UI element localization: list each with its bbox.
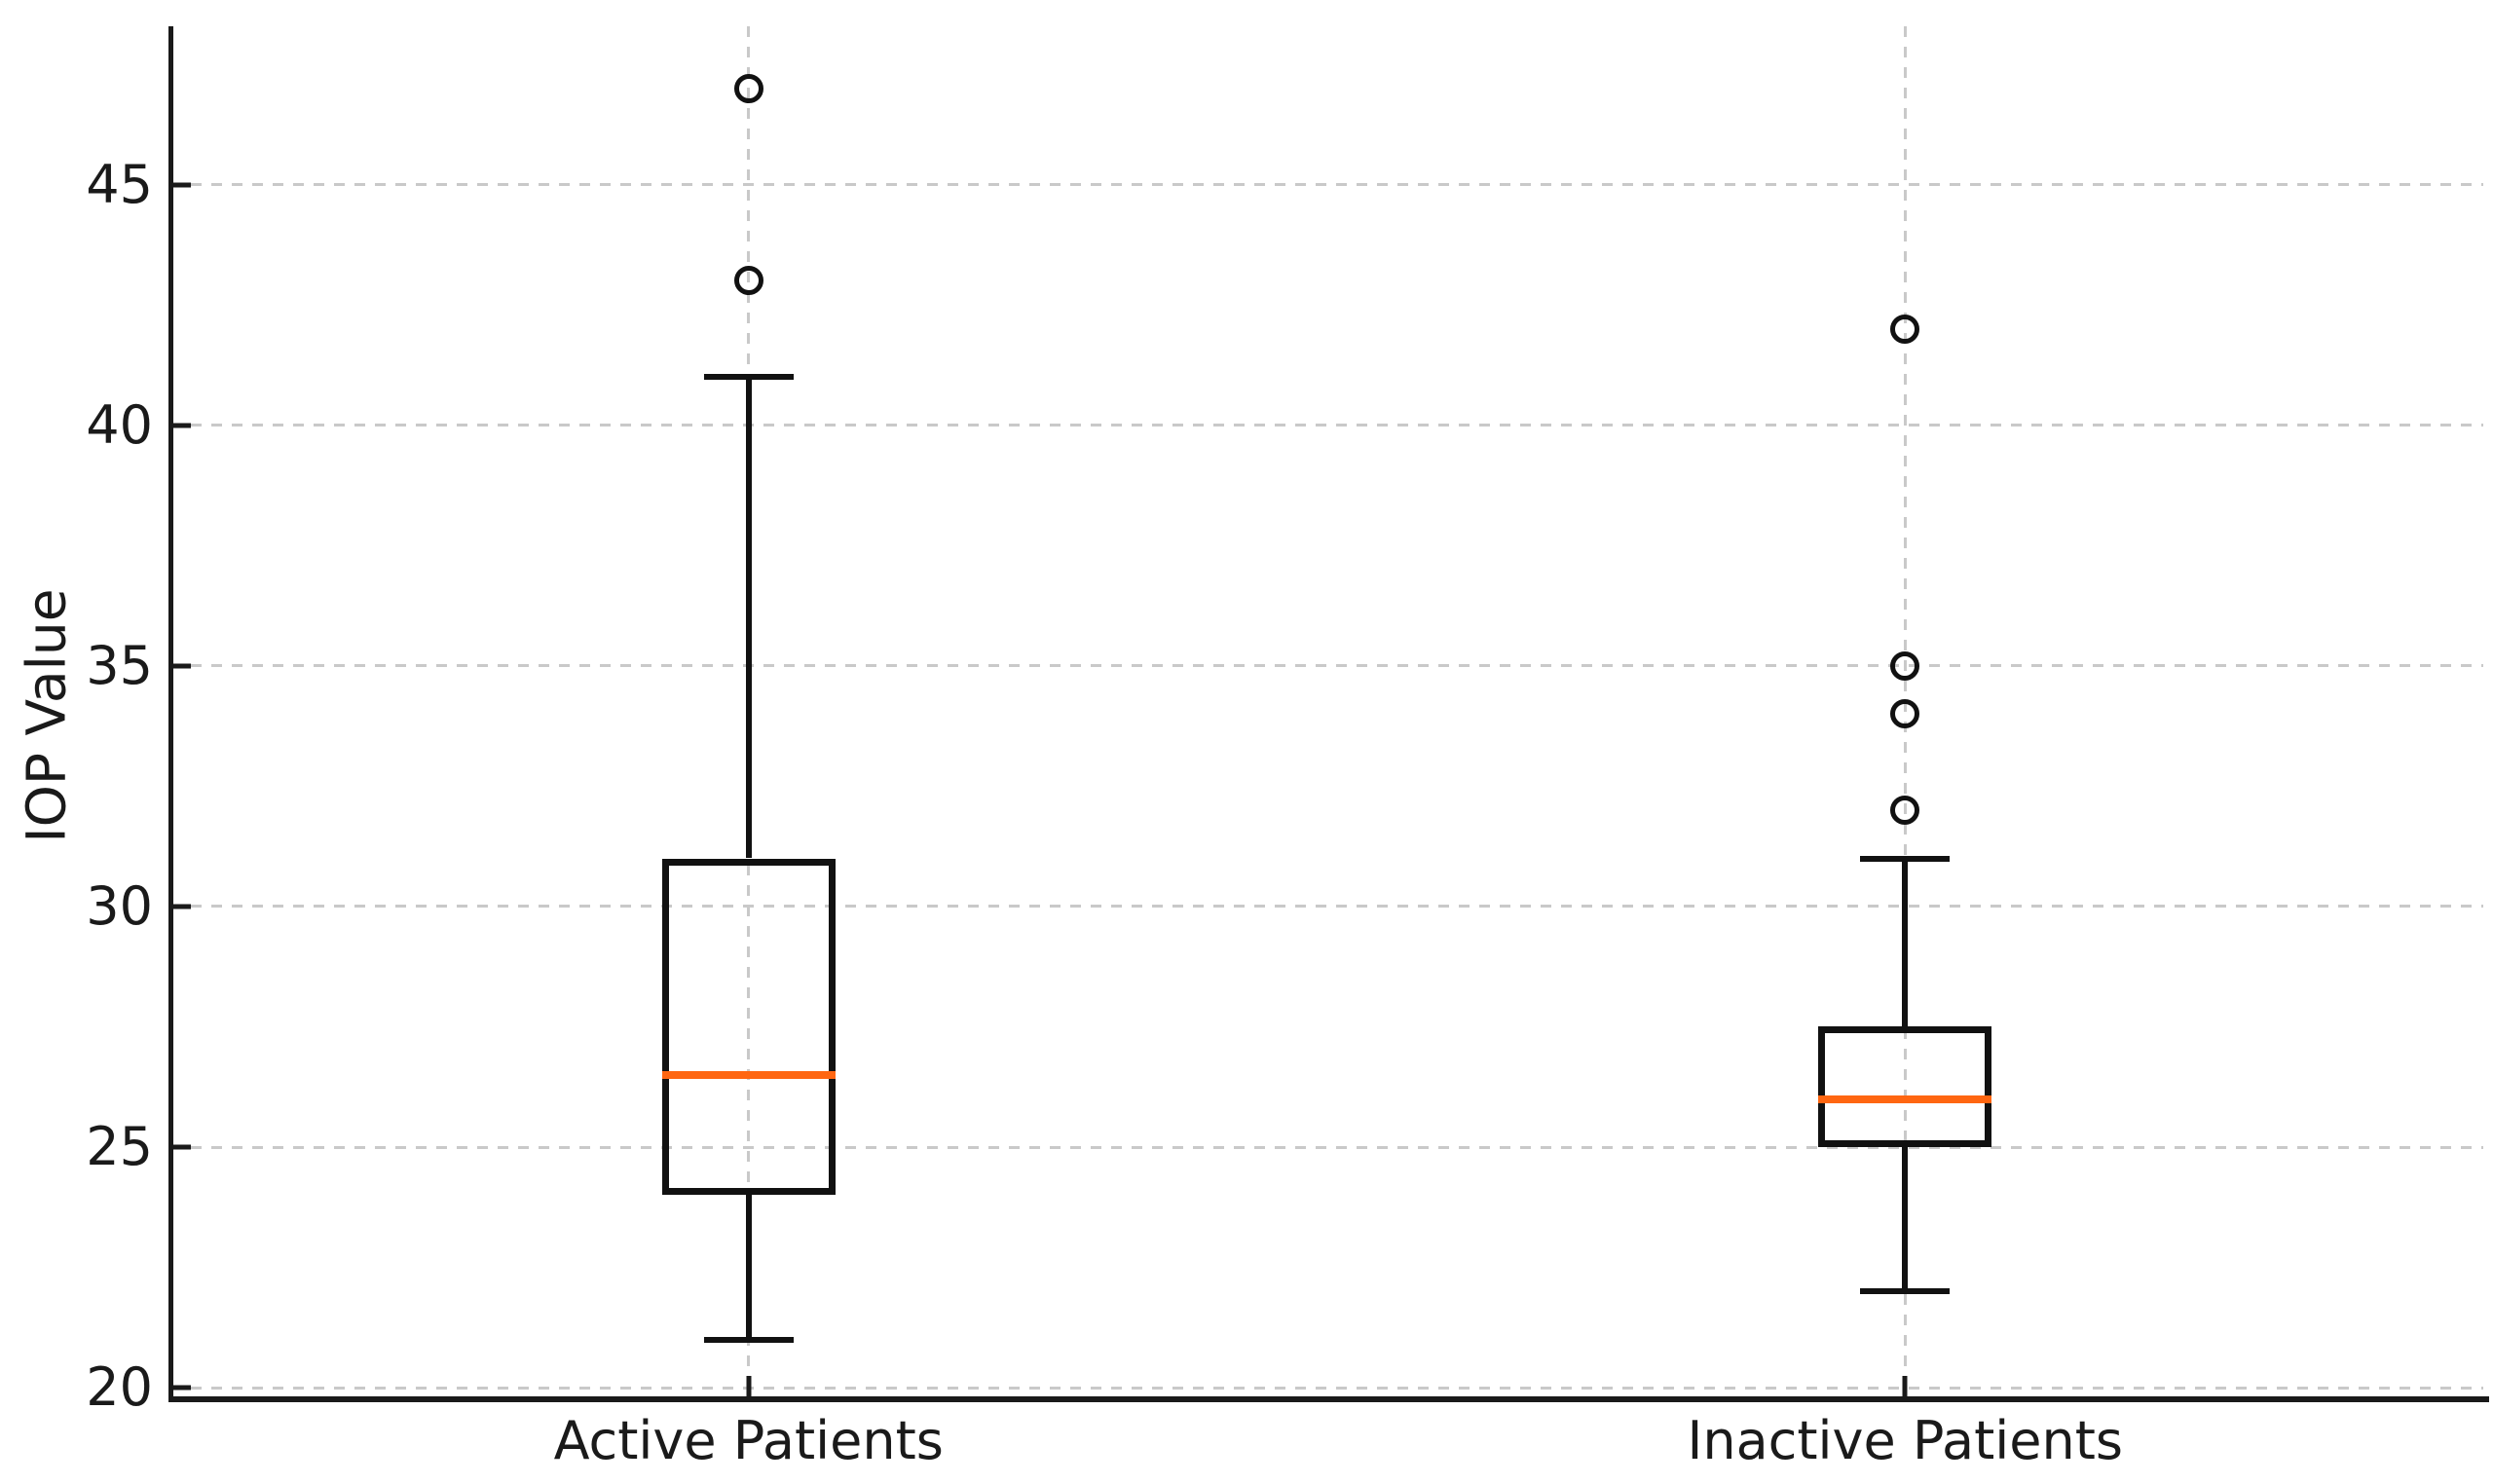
outlier-marker bbox=[1890, 650, 1920, 681]
x-tick-mark bbox=[1902, 1376, 1908, 1397]
y-tick-label: 40 bbox=[86, 393, 153, 456]
box-iqr bbox=[1818, 1026, 1992, 1148]
box-iqr bbox=[661, 858, 836, 1196]
y-axis-spine bbox=[168, 26, 173, 1402]
y-tick-label: 35 bbox=[86, 634, 153, 696]
category-label: Inactive Patients bbox=[1687, 1410, 2124, 1471]
h-gridline bbox=[170, 183, 2483, 187]
whisker-upper bbox=[1902, 858, 1909, 1027]
h-gridline bbox=[170, 1386, 2483, 1390]
outlier-marker bbox=[1890, 796, 1920, 826]
y-axis-title: IOP Value bbox=[15, 588, 78, 843]
y-tick-label: 25 bbox=[86, 1116, 153, 1178]
y-tick-label: 30 bbox=[86, 874, 153, 937]
h-gridline bbox=[170, 1145, 2483, 1149]
median-line bbox=[1818, 1094, 1992, 1103]
y-tick-mark bbox=[173, 663, 191, 669]
category-label: Active Patients bbox=[553, 1410, 944, 1471]
h-gridline bbox=[170, 664, 2483, 668]
outlier-marker bbox=[1890, 314, 1920, 344]
outlier-marker bbox=[733, 266, 763, 296]
x-tick-mark bbox=[746, 1376, 752, 1397]
h-gridline bbox=[170, 905, 2483, 909]
h-gridline bbox=[170, 424, 2483, 427]
y-tick-mark bbox=[173, 904, 191, 909]
outlier-marker bbox=[733, 73, 763, 103]
whisker-cap-top bbox=[703, 374, 794, 381]
x-axis-spine bbox=[168, 1396, 2489, 1402]
y-tick-label: 20 bbox=[86, 1356, 153, 1419]
whisker-lower bbox=[1902, 1147, 1909, 1292]
whisker-cap-bottom bbox=[703, 1336, 794, 1343]
whisker-lower bbox=[745, 1195, 752, 1340]
y-tick-label: 45 bbox=[86, 153, 153, 215]
y-tick-mark bbox=[173, 423, 191, 428]
whisker-cap-top bbox=[1860, 855, 1951, 862]
y-tick-mark bbox=[173, 1385, 191, 1391]
whisker-upper bbox=[745, 377, 752, 859]
whisker-cap-bottom bbox=[1860, 1288, 1951, 1295]
outlier-marker bbox=[1890, 699, 1920, 729]
y-tick-mark bbox=[173, 1144, 191, 1150]
y-tick-mark bbox=[173, 182, 191, 188]
median-line bbox=[661, 1070, 836, 1079]
